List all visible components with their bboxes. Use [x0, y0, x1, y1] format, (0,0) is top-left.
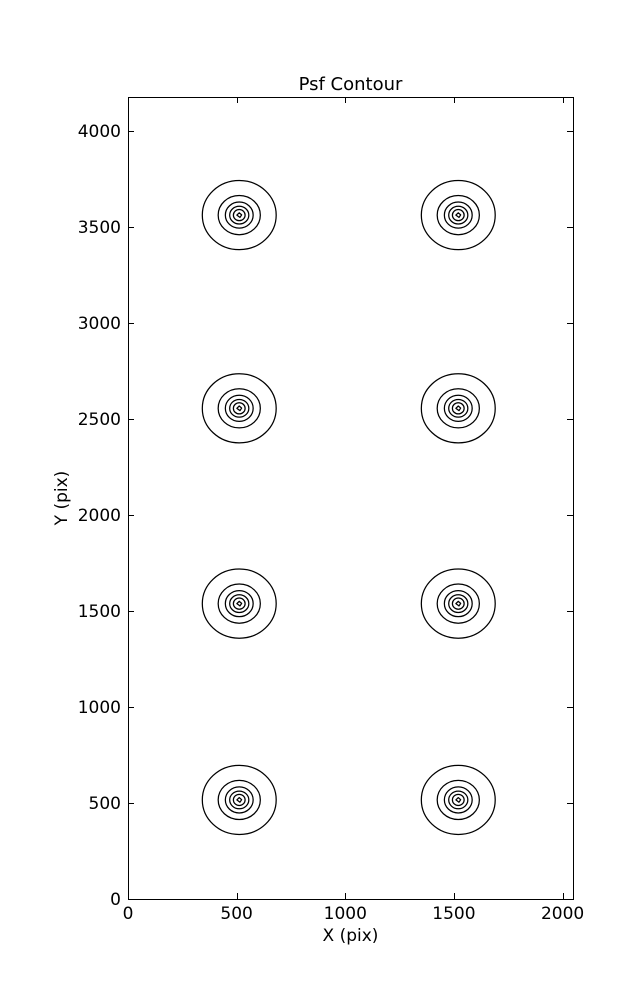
chart-title: Psf Contour — [299, 74, 403, 95]
contour-ring — [436, 194, 480, 236]
contour-ring — [420, 179, 496, 251]
contour-peak-mark — [236, 796, 243, 803]
psf-contour-group — [201, 373, 277, 444]
contour-ring — [229, 205, 250, 225]
y-tick-label: 500 — [89, 794, 121, 814]
contour-ring — [217, 583, 261, 624]
axes-border — [128, 97, 574, 900]
contour-ring — [201, 764, 277, 836]
y-tick-label: 1000 — [78, 698, 121, 718]
psf-contour-group — [420, 373, 496, 444]
contour-peak-mark — [455, 212, 462, 219]
x-tick-label: 0 — [123, 904, 134, 924]
contour-ring — [229, 594, 250, 614]
contour-ring — [229, 398, 250, 418]
contour-ring — [224, 786, 254, 814]
contour-ring — [451, 402, 465, 415]
contour-ring — [420, 568, 496, 639]
psf-contour-group — [420, 179, 496, 251]
contour-ring — [224, 589, 254, 618]
contour-ring — [217, 194, 261, 236]
contour-peak-mark — [455, 405, 462, 412]
contour-ring — [436, 388, 480, 429]
contour-ring — [201, 373, 277, 444]
y-tick-label: 1500 — [78, 602, 121, 622]
y-axis-label: Y (pix) — [52, 471, 72, 527]
psf-contour-group — [420, 568, 496, 639]
contour-ring — [232, 208, 246, 222]
contour-ring — [229, 790, 250, 810]
contour-ring — [443, 786, 473, 814]
contour-ring — [420, 764, 496, 836]
x-tick-label: 1500 — [432, 904, 475, 924]
x-axis-label: X (pix) — [323, 926, 379, 946]
y-tick-label: 2500 — [78, 410, 121, 430]
x-tick-label: 2000 — [541, 904, 584, 924]
contour-ring — [443, 394, 473, 422]
contour-ring — [201, 179, 277, 251]
contour-ring — [448, 205, 469, 225]
y-tick-label: 2000 — [78, 506, 121, 526]
contour-peak-mark — [455, 796, 462, 803]
contour-ring — [201, 568, 277, 639]
contour-ring — [451, 208, 465, 222]
contour-ring — [451, 793, 465, 807]
psf-contour-group — [201, 764, 277, 836]
contour-peak-mark — [236, 212, 243, 219]
axes-frame — [128, 97, 574, 900]
contour-ring — [217, 388, 261, 429]
y-tick-label: 3000 — [78, 314, 121, 334]
contour-ring — [448, 398, 469, 418]
contour-ring — [436, 583, 480, 624]
contour-ring — [436, 779, 480, 821]
contour-ring — [232, 793, 246, 807]
x-tick-label: 500 — [220, 904, 252, 924]
psf-contour-group — [420, 764, 496, 836]
contour-ring — [451, 597, 465, 610]
contour-ring — [232, 402, 246, 415]
contour-peak-mark — [236, 405, 243, 412]
contour-ring — [443, 201, 473, 229]
contour-ring — [217, 779, 261, 821]
contour-peak-mark — [455, 600, 462, 607]
contour-ring — [224, 201, 254, 229]
contour-peak-mark — [236, 600, 243, 607]
tick-labels: 0 500 1000 1500 2000 0 500 1000 1500 2000 2500 3000… — [78, 122, 584, 924]
contour-ring — [232, 597, 246, 610]
y-tick-label: 3500 — [78, 218, 121, 238]
contour-blobs — [201, 179, 496, 836]
psf-contour-group — [201, 179, 277, 251]
y-tick-label: 4000 — [78, 122, 121, 142]
y-tick-label: 0 — [110, 890, 121, 910]
contour-ring — [224, 394, 254, 422]
contour-ring — [448, 790, 469, 810]
contour-ring — [448, 594, 469, 614]
x-tick-label: 1000 — [324, 904, 367, 924]
psf-contour-group — [201, 568, 277, 639]
contour-ring — [443, 589, 473, 618]
contour-ring — [420, 373, 496, 444]
